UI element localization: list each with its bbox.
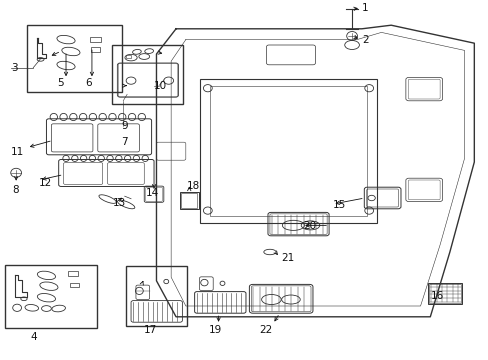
Bar (27, 25, 122, 92)
Text: 11: 11 (11, 147, 24, 157)
Bar (68, 271, 78, 276)
Bar (5, 265, 97, 328)
Bar (90, 37, 101, 42)
Text: 21: 21 (281, 253, 294, 263)
Text: 7: 7 (121, 137, 128, 147)
Bar (70, 283, 79, 287)
Text: 18: 18 (186, 181, 200, 191)
Bar (427, 283, 461, 304)
Bar (112, 45, 183, 104)
Text: 13: 13 (112, 198, 125, 208)
Text: 4: 4 (31, 332, 38, 342)
Text: 16: 16 (429, 291, 443, 301)
Bar (210, 86, 366, 216)
Text: 15: 15 (332, 200, 345, 210)
Text: 10: 10 (154, 81, 167, 91)
Text: 12: 12 (39, 178, 52, 188)
Bar (91, 47, 100, 52)
Text: 3: 3 (11, 63, 18, 73)
Bar (126, 266, 187, 326)
Text: 20: 20 (303, 221, 316, 231)
Bar (180, 192, 198, 209)
Text: 17: 17 (144, 325, 157, 335)
Text: 14: 14 (145, 188, 159, 198)
Bar (428, 284, 460, 303)
Text: 22: 22 (259, 325, 272, 335)
Text: 19: 19 (208, 325, 222, 335)
Text: 8: 8 (12, 185, 19, 195)
Text: 9: 9 (121, 121, 128, 131)
Text: 6: 6 (85, 78, 92, 88)
Bar (200, 79, 376, 223)
Text: 5: 5 (57, 78, 64, 88)
Bar (181, 193, 197, 208)
Bar (126, 55, 131, 58)
Text: 1: 1 (361, 3, 368, 13)
Text: 2: 2 (361, 35, 368, 45)
